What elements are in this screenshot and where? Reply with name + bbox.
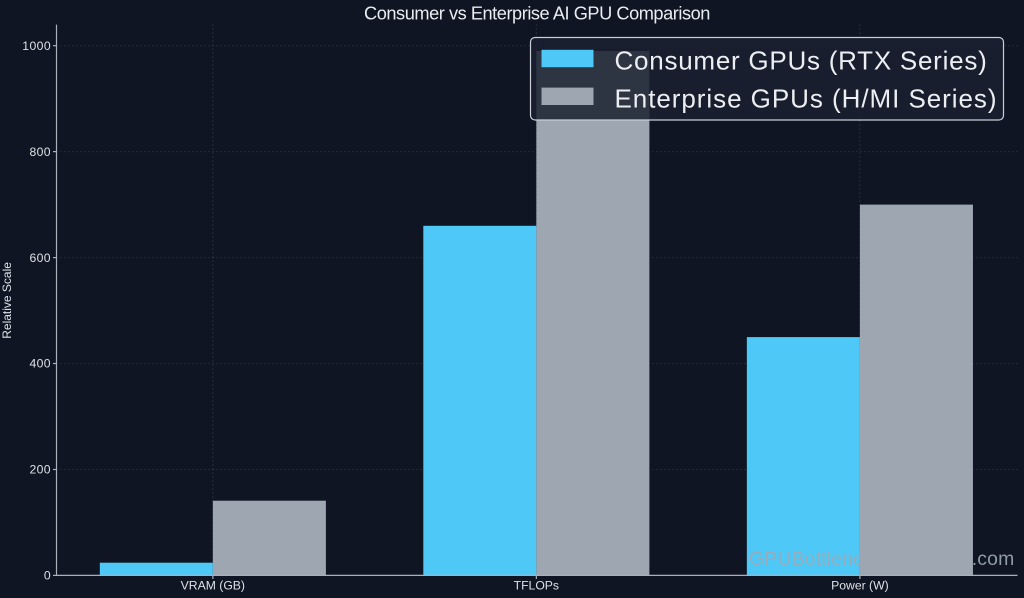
svg-text:Power (W): Power (W) <box>831 578 889 592</box>
svg-text:Consumer vs Enterprise AI GPU: Consumer vs Enterprise AI GPU Comparison <box>364 4 710 24</box>
svg-text:1000: 1000 <box>22 39 51 53</box>
svg-text:VRAM (GB): VRAM (GB) <box>181 578 245 592</box>
svg-text:Enterprise GPUs (H/MI Series): Enterprise GPUs (H/MI Series) <box>615 83 998 113</box>
svg-text:200: 200 <box>29 463 51 477</box>
svg-text:800: 800 <box>29 145 51 159</box>
svg-text:600: 600 <box>29 251 51 265</box>
svg-text:Consumer GPUs (RTX Series): Consumer GPUs (RTX Series) <box>615 46 988 76</box>
svg-text:Relative Scale: Relative Scale <box>0 262 14 339</box>
svg-text:400: 400 <box>29 357 51 371</box>
svg-text:0: 0 <box>44 569 51 583</box>
svg-text:TFLOPs: TFLOPs <box>514 578 559 592</box>
